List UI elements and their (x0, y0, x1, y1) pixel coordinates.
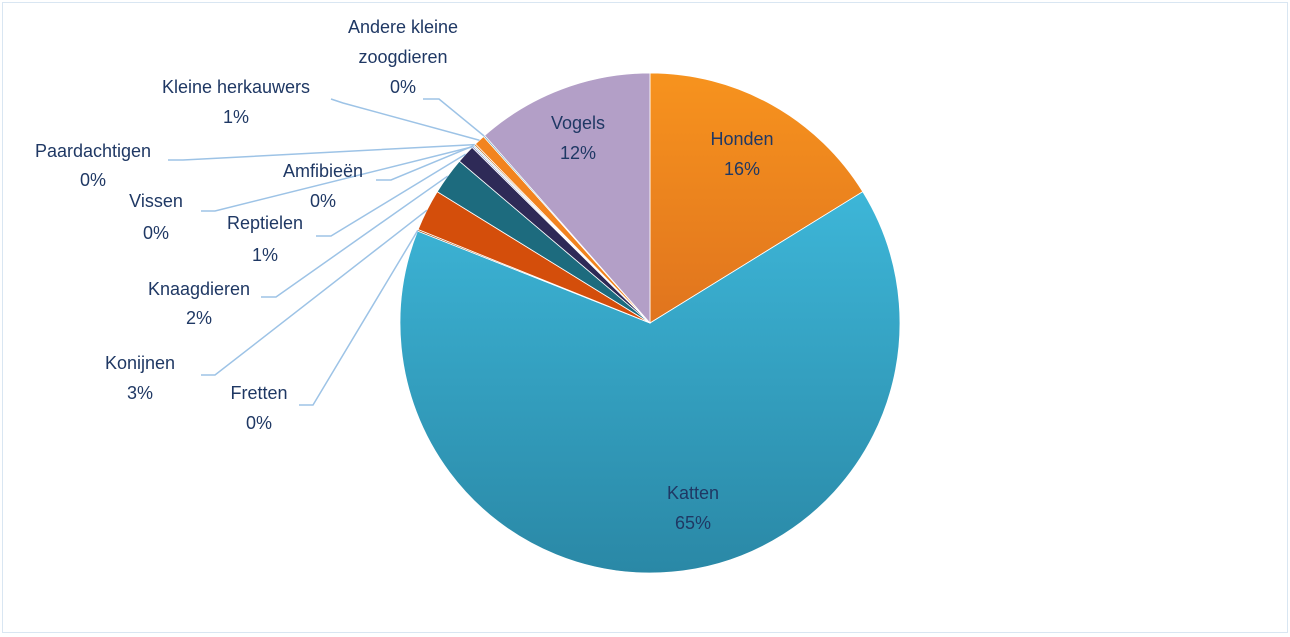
leader-line-vissen (201, 146, 473, 212)
slice-percent-label-knaagdieren: 2% (186, 308, 212, 328)
leader-line-reptielen (316, 153, 467, 237)
slice-percent-label-reptielen: 1% (252, 245, 278, 265)
leader-line-paardachtigen (168, 143, 475, 161)
slice-percent-label-vogels: 12% (560, 143, 596, 163)
slice-name-label-knaagdieren: Knaagdieren (148, 279, 250, 299)
slice-name-label-kleine-herkauwers: Kleine herkauwers (162, 77, 310, 97)
leader-line-fretten (299, 229, 419, 406)
slice-percent-label-fretten: 0% (246, 413, 272, 433)
slice-percent-label-andere-kleine-zoogdieren: 0% (390, 77, 416, 97)
slice-name-label-konijnen: Konijnen (105, 353, 175, 373)
slice-percent-label-katten: 65% (675, 513, 711, 533)
slice-percent-label-kleine-herkauwers: 1% (223, 107, 249, 127)
slice-percent-label-vissen: 0% (143, 223, 169, 243)
leader-line-kleine-herkauwers (330, 98, 480, 141)
leader-line-knaagdieren (261, 175, 449, 298)
slice-percent-label-amfibieen: 0% (310, 191, 336, 211)
pie-slice-katten (399, 191, 901, 574)
slice-percent-label-paardachtigen: 0% (80, 170, 106, 190)
slice-percent-label-konijnen: 3% (127, 383, 153, 403)
slice-name-label-andere-kleine-zoogdieren-line-2: zoogdieren (358, 47, 447, 67)
pie-chart: Honden 16% Katten 65% Fretten 0% Konijnen 3% Kna… (35, 17, 901, 574)
slice-name-label-paardachtigen: Paardachtigen (35, 141, 151, 161)
slice-name-label-andere-kleine-zoogdieren-line-1: Andere kleine (348, 17, 458, 37)
slice-name-label-fretten: Fretten (230, 383, 287, 403)
pie-slice-honden (649, 72, 864, 324)
pie-slice-vogels (484, 72, 651, 325)
slice-name-label-katten: Katten (667, 483, 719, 503)
leader-line-konijnen (201, 209, 428, 376)
slice-name-label-amfibieen: Amfibieën (283, 161, 363, 181)
slice-name-label-honden: Honden (710, 129, 773, 149)
slice-name-label-reptielen: Reptielen (227, 213, 303, 233)
slice-name-label-vogels: Vogels (551, 113, 605, 133)
leader-line-amfibieen (376, 144, 475, 181)
slice-percent-label-honden: 16% (724, 159, 760, 179)
leader-line-andere-kleine-zoogdieren (423, 98, 485, 137)
slice-name-label-vissen: Vissen (129, 191, 183, 211)
